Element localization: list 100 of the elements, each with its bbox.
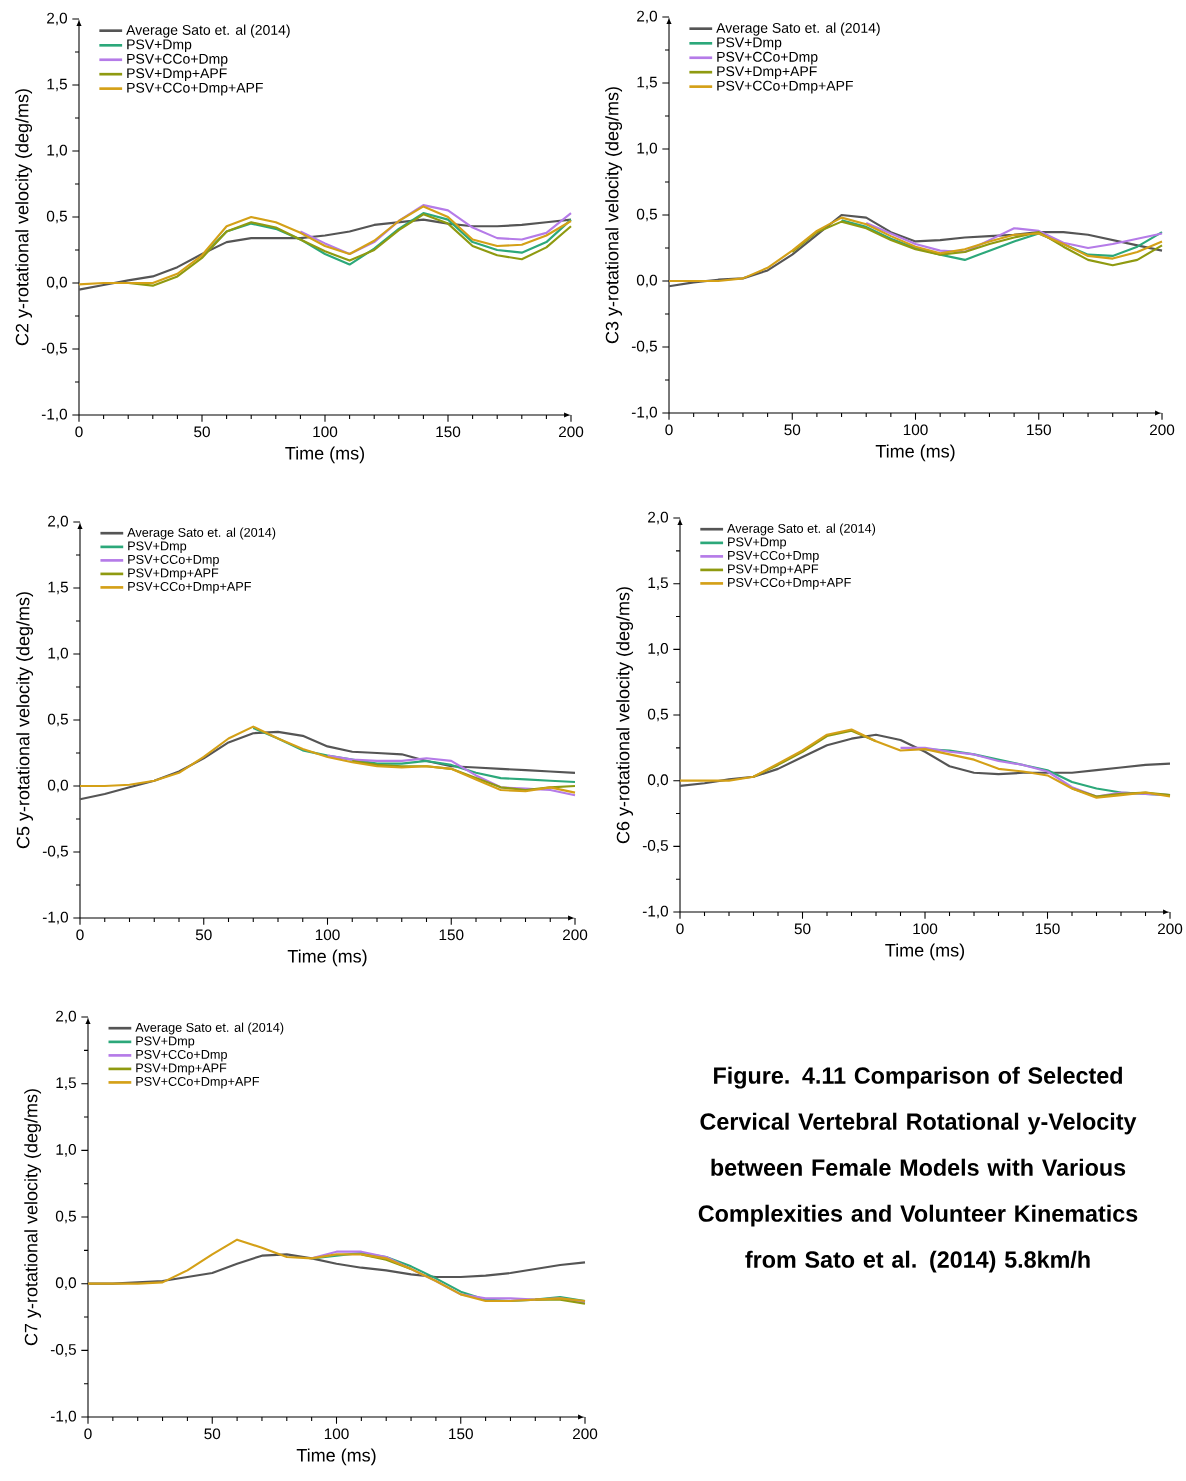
x-tick-label: 150	[449, 1428, 473, 1440]
x-axis-title: Time (ms)	[885, 943, 965, 961]
x-tick-label: 150	[1035, 923, 1060, 935]
y-tick-label: 0,5	[636, 208, 657, 222]
legend-label: PSV+Dmp+APF	[717, 66, 817, 79]
x-tick-label: 0	[84, 1428, 92, 1440]
legend-label: PSV+Dmp	[136, 1036, 195, 1048]
y-axis-title: C3 y-rotational velocity (deg/ms)	[605, 87, 623, 344]
x-tick-label: 50	[204, 1428, 221, 1440]
x-tick-label: 0	[76, 929, 84, 941]
y-tick-label: 1,5	[47, 78, 67, 92]
legend-label: PSV+CCo+Dmp+APF	[127, 82, 263, 96]
x-tick-label: 200	[558, 426, 584, 438]
y-axis-title: C2 y-rotational velocity (deg/ms)	[15, 89, 33, 346]
legend-label: PSV+Dmp+APF	[127, 68, 227, 81]
y-tick-label: 2,0	[637, 10, 658, 24]
x-tick-label: 150	[1027, 424, 1051, 436]
x-tick-label: 0	[676, 923, 684, 935]
legend-label: PSV+Dmp+APF	[128, 568, 219, 580]
x-tick-label: 200	[562, 929, 588, 941]
x-axis-title: Time (ms)	[296, 1448, 376, 1466]
x-tick-label: 0	[75, 426, 83, 438]
y-tick-label: 2,0	[648, 511, 669, 525]
y-tick-label: -1,0	[50, 1410, 77, 1424]
y-tick-label: 0,0	[46, 276, 68, 290]
x-tick-label: 50	[195, 929, 212, 941]
x-tick-label: 200	[1157, 923, 1183, 935]
legend-label: PSV+CCo+Dmp	[717, 51, 818, 65]
legend-label: PSV+Dmp	[127, 39, 192, 53]
x-axis-title: Time (ms)	[875, 444, 955, 462]
y-tick-label: 1,5	[48, 581, 68, 595]
y-tick-label: 0,5	[46, 210, 67, 224]
y-tick-label: 1,0	[47, 144, 68, 158]
y-axis-title: C6 y-rotational velocity (deg/ms)	[616, 587, 634, 844]
legend-label: PSV+Dmp+APF	[136, 1063, 227, 1075]
y-axis-title: C5 y-rotational velocity (deg/ms)	[16, 592, 34, 849]
x-tick-label: 100	[313, 426, 338, 438]
y-tick-label: -1,0	[41, 408, 68, 422]
legend-label: PSV+CCo+Dmp	[128, 554, 219, 567]
legend-label: PSV+CCo+Dmp+APF	[728, 577, 851, 590]
x-tick-label: 100	[324, 1428, 349, 1440]
x-tick-label: 100	[315, 929, 340, 941]
x-tick-label: 200	[572, 1428, 598, 1440]
legend-label: Average Sato et. al (2014)	[135, 1022, 284, 1035]
legend-label: PSV+CCo+Dmp	[728, 550, 819, 563]
x-tick-label: 100	[913, 923, 938, 935]
y-tick-label: -1,0	[642, 905, 669, 919]
x-tick-label: 50	[194, 426, 210, 438]
y-tick-label: 0,5	[55, 1210, 76, 1224]
y-tick-label: -0,5	[50, 1344, 76, 1357]
y-tick-label: 0,0	[636, 274, 658, 288]
legend-label: Average Sato et. al (2014)	[127, 527, 276, 540]
y-tick-label: 1,5	[648, 577, 668, 590]
y-tick-label: 1,5	[637, 76, 657, 90]
line-series	[326, 754, 577, 797]
x-tick-label: 100	[903, 424, 928, 436]
legend-label: PSV+CCo+Dmp+APF	[136, 1076, 260, 1089]
y-tick-label: -0,5	[41, 342, 67, 356]
y-tick-label: 1,0	[56, 1144, 77, 1157]
x-tick-label: 0	[665, 424, 673, 436]
y-tick-label: 2,0	[47, 12, 68, 26]
x-tick-label: 150	[436, 426, 461, 438]
x-tick-label: 50	[794, 923, 811, 935]
y-tick-label: -0,5	[42, 845, 68, 859]
legend-label: PSV+Dmp	[717, 37, 782, 51]
y-tick-label: 0,5	[647, 708, 668, 722]
line-series	[252, 726, 577, 784]
y-axis-title: C7 y-rotational velocity (deg/ms)	[24, 1089, 42, 1346]
y-tick-label: 2,0	[56, 1010, 77, 1024]
y-tick-label: 1,0	[48, 647, 69, 661]
legend-label: PSV+Dmp+APF	[728, 564, 819, 576]
legend-label: Average Sato et. al (2014)	[727, 523, 876, 536]
legend-label: PSV+CCo+Dmp	[127, 53, 228, 67]
y-tick-label: -1,0	[631, 406, 658, 420]
legend-label: PSV+Dmp	[728, 537, 787, 549]
y-tick-label: 0,0	[55, 1277, 77, 1291]
y-tick-label: -0,5	[642, 840, 668, 853]
x-tick-label: 150	[439, 929, 464, 941]
x-axis-title: Time (ms)	[285, 446, 365, 464]
y-tick-label: 0,5	[47, 713, 68, 727]
y-tick-label: 2,0	[48, 515, 69, 529]
line-series	[78, 730, 577, 801]
y-tick-label: 1,0	[648, 643, 669, 656]
legend-label: PSV+Dmp	[128, 541, 187, 553]
legend-label: Average Sato et. al (2014)	[716, 22, 880, 36]
y-tick-label: -0,5	[631, 340, 657, 354]
legend-label: PSV+CCo+Dmp	[136, 1049, 227, 1062]
legend-label: PSV+CCo+Dmp+APF	[717, 80, 853, 94]
x-tick-label: 200	[1149, 424, 1175, 436]
legend-label: Average Sato et. al (2014)	[126, 24, 290, 38]
y-tick-label: -1,0	[42, 911, 69, 925]
chart-title: Figure. 4.11 Comparison of Selected Cervical Vertebral Rotational y-Velocity between Female Models with Various Complexities and Volunteer Kinematics from Sato et al. (2014) 5.8km/h	[698, 1066, 1138, 1273]
legend-label: PSV+CCo+Dmp+APF	[128, 581, 251, 594]
y-tick-label: 0,0	[47, 779, 69, 793]
x-axis-title: Time (ms)	[287, 949, 367, 967]
line-series	[78, 725, 577, 794]
y-tick-label: 1,0	[637, 142, 658, 156]
y-tick-label: 0,0	[647, 774, 669, 788]
y-tick-label: 1,5	[56, 1077, 76, 1090]
line-series	[791, 220, 1164, 267]
